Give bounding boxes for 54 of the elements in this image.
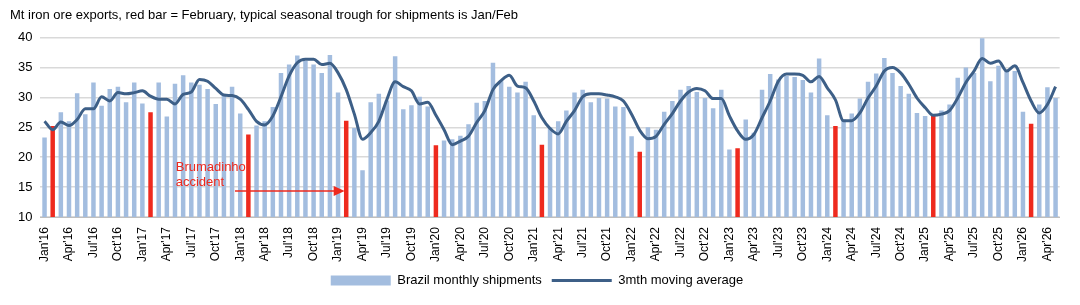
- x-tick-label: Jan'18: [232, 226, 247, 263]
- x-tick-label: Jul'19: [379, 226, 394, 258]
- legend-label: 3mth moving average: [618, 272, 744, 288]
- x-tick-label: Apr'20: [452, 226, 467, 262]
- x-tick-label: Oct'25: [990, 226, 1005, 262]
- x-tick-label: Oct'16: [110, 226, 125, 262]
- y-tick-label: 15: [17, 178, 33, 194]
- x-tick-label: Jan'21: [526, 226, 541, 263]
- x-tick-label: Apr'23: [746, 226, 761, 262]
- chart-title: Mt iron ore exports, red bar = February, typical seasonal trough for shipments is Jan/Feb: [10, 7, 519, 23]
- x-tick-label: Jan'16: [36, 226, 51, 263]
- x-tick-label: Jul'20: [477, 226, 492, 258]
- y-tick-label: 40: [17, 29, 33, 45]
- x-tick-label: Oct'18: [305, 226, 320, 262]
- x-tick-label: Jul'21: [574, 226, 589, 258]
- x-tick-label: Jan'17: [134, 226, 149, 263]
- x-tick-label: Apr'19: [354, 226, 369, 262]
- x-tick-label: Apr'17: [159, 226, 174, 262]
- x-tick-label: Jul'16: [85, 226, 100, 258]
- x-tick-label: Jul'25: [966, 226, 981, 258]
- x-tick-label: Apr'16: [61, 226, 76, 262]
- x-tick-label: Oct'21: [599, 226, 614, 262]
- x-tick-label: Oct'23: [795, 226, 810, 262]
- x-tick-label: Jan'23: [721, 226, 736, 263]
- x-tick-label: Oct'22: [697, 226, 712, 262]
- x-tick-label: Apr'26: [1039, 226, 1054, 262]
- x-tick-label: Jul'22: [672, 226, 687, 258]
- x-tick-label: Oct'19: [403, 226, 418, 262]
- x-tick-label: Jul'23: [770, 226, 785, 258]
- x-tick-label: Oct'24: [892, 226, 907, 262]
- line-series: [43, 57, 1058, 147]
- x-tick-label: Apr'22: [648, 226, 663, 262]
- y-tick-label: 35: [17, 59, 33, 75]
- x-tick-label: Jan'26: [1015, 226, 1030, 263]
- x-tick-label: Jan'25: [917, 226, 932, 263]
- y-tick-label: 20: [17, 148, 33, 164]
- x-tick-label: Jan'20: [428, 226, 443, 263]
- x-tick-label: Jan'22: [623, 226, 638, 263]
- annotation: Brumadinho accident: [175, 159, 246, 190]
- x-tick-label: Apr'25: [941, 226, 956, 262]
- x-tick-label: Apr'18: [256, 226, 271, 262]
- y-tick-label: 25: [17, 118, 33, 134]
- x-tick-label: Jul'17: [183, 226, 198, 258]
- x-tick-label: Jan'19: [330, 226, 345, 263]
- y-tick-label: 30: [17, 88, 33, 104]
- x-tick-label: Apr'21: [550, 226, 565, 262]
- x-tick-label: Apr'24: [844, 226, 859, 262]
- y-tick-label: 10: [17, 208, 33, 224]
- x-tick-label: Oct'17: [208, 226, 223, 262]
- legend-label: Brazil monthly shipments: [397, 272, 543, 288]
- x-tick-label: Jul'24: [868, 226, 883, 258]
- x-tick-label: Jan'24: [819, 226, 834, 263]
- x-tick-label: Jul'18: [281, 226, 296, 258]
- x-tick-label: Oct'20: [501, 226, 516, 262]
